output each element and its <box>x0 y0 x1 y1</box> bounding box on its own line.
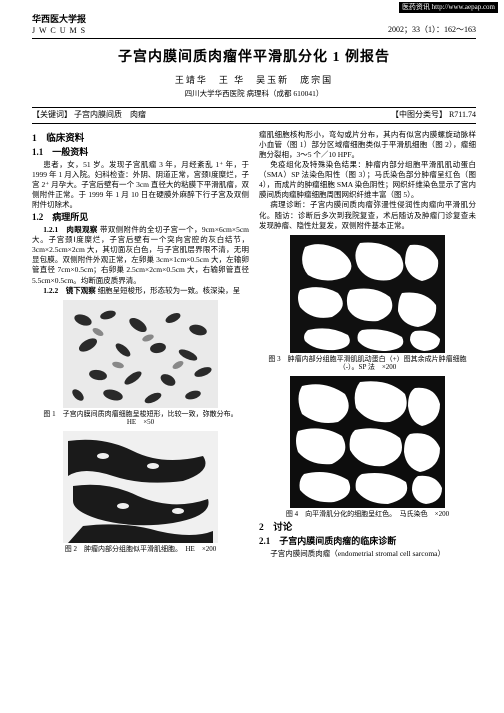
left-column: 1 临床资料 1.1 一般资料 患者，女，51 岁。发现子宫肌瘤 3 年，月经紊… <box>32 130 249 560</box>
page: 华西医大学报 J W C U M S 2002；33（1）：162～163 子宫… <box>0 0 504 569</box>
fig1-cap-l2: HE ×50 <box>32 418 249 426</box>
section-2: 2 讨论 <box>259 522 476 534</box>
para-1-2-2-text: 细胞呈短梭形，形态较为一致。核深染，呈 <box>98 286 241 295</box>
para-1-1: 患者，女，51 岁。发现子宫肌瘤 3 年，月经紊乱 1⁺ 年，于 1999 年 … <box>32 160 249 211</box>
fig3-cap-l2: （-）。SP 法 ×200 <box>259 363 476 371</box>
section-1-2-1: 1.2.1 肉眼观察 <box>43 225 98 234</box>
figure-2-caption: 图 2 肿瘤内部分组胞似平滑肌细胞。 HE ×200 <box>32 545 249 553</box>
issue-info: 2002；33（1）：162～163 <box>388 25 476 35</box>
header: 华西医大学报 J W C U M S 2002；33（1）：162～163 <box>32 14 476 39</box>
journal-name-cn: 华西医大学报 <box>32 14 86 24</box>
meta-row: 【关键词】 子宫内膜间质 肉瘤 【中图分类号】 R711.74 <box>32 107 476 123</box>
classification: 【中图分类号】 R711.74 <box>391 110 476 120</box>
para-r1: 瘤肌细胞核构形小，弯勾或片分布，其内有似宫内膜螺旋动脉样小血管（图 1）部分区域… <box>259 130 476 160</box>
figure-3-image <box>290 235 445 353</box>
figure-2-image <box>63 431 218 543</box>
section-1-1: 1.1 一般资料 <box>32 147 249 159</box>
keywords-label: 【关键词】 <box>32 110 72 119</box>
fig2-cap-l1: 图 2 肿瘤内部分组胞似平滑肌细胞。 HE ×200 <box>65 545 217 553</box>
keywords: 【关键词】 子宫内膜间质 肉瘤 <box>32 110 146 120</box>
journal-name-en: J W C U M S <box>32 26 86 35</box>
authors: 王靖华 王 华 吴玉新 庞宗国 <box>32 75 476 87</box>
figure-2: 图 2 肿瘤内部分组胞似平滑肌细胞。 HE ×200 <box>32 431 249 553</box>
fig4-cap-l1: 图 4 向平滑肌分化的细胞呈红色。 马氏染色 ×200 <box>286 510 449 518</box>
keywords-text: 子宫内膜间质 肉瘤 <box>74 110 146 119</box>
figure-4-image <box>290 376 445 508</box>
figure-3: 图 3 肿瘤内部分组胞平滑肌肌动蛋白（+）图其余成片肿瘤细胞 （-）。SP 法 … <box>259 235 476 372</box>
watermark: 医药资讯 http://www.aepap.com <box>399 2 498 13</box>
para-r3: 病理诊断：子宫内膜间质肉瘤弥漫性侵润性肉瘤向平滑肌分化。随访：诊断后多次到我院复… <box>259 200 476 230</box>
para-1-2-1: 1.2.1 肉眼观察 带双侧附件的全切子宫一个，9cm×6cm×5cm 大。子宫… <box>32 225 249 286</box>
section-1: 1 临床资料 <box>32 133 249 145</box>
figure-4-caption: 图 4 向平滑肌分化的细胞呈红色。 马氏染色 ×200 <box>259 510 476 518</box>
figure-4: 图 4 向平滑肌分化的细胞呈红色。 马氏染色 ×200 <box>259 376 476 518</box>
columns: 1 临床资料 1.1 一般资料 患者，女，51 岁。发现子宫肌瘤 3 年，月经紊… <box>32 130 476 560</box>
figure-3-caption: 图 3 肿瘤内部分组胞平滑肌肌动蛋白（+）图其余成片肿瘤细胞 （-）。SP 法 … <box>259 355 476 372</box>
section-2-1: 2.1 子宫内膜间质肉瘤的临床诊断 <box>259 536 476 548</box>
para-2-1: 子宫内膜间质肉瘤（endometrial stromal cell sarcom… <box>259 549 476 559</box>
article-title: 子宫内膜间质肉瘤伴平滑肌分化 1 例报告 <box>32 49 476 67</box>
fig3-cap-l1: 图 3 肿瘤内部分组胞平滑肌肌动蛋白（+）图其余成片肿瘤细胞 <box>268 355 466 363</box>
figure-1: 图 1 子宫内膜间质肉瘤细胞呈梭短形，比较一致，弥散分布。 HE ×50 <box>32 300 249 427</box>
class-no: R711.74 <box>449 110 476 119</box>
affiliation: 四川大学华西医院 病理科（成都 610041） <box>32 89 476 99</box>
journal-name: 华西医大学报 J W C U M S <box>32 14 86 36</box>
class-label: 【中图分类号】 <box>391 110 447 119</box>
fig1-cap-l1: 图 1 子宫内膜间质肉瘤细胞呈梭短形，比较一致，弥散分布。 <box>43 410 237 418</box>
section-1-2: 1.2 病理所见 <box>32 212 249 224</box>
para-1-2-2: 1.2.2 镜下观察 细胞呈短梭形，形态较为一致。核深染，呈 <box>32 286 249 296</box>
figure-1-image <box>63 300 218 408</box>
figure-1-caption: 图 1 子宫内膜间质肉瘤细胞呈梭短形，比较一致，弥散分布。 HE ×50 <box>32 410 249 427</box>
para-r2: 免疫组化及特殊染色结果：肿瘤内部分组胞平滑肌肌动蛋白（SMA）SP 法染色阳性（… <box>259 160 476 201</box>
section-1-2-2: 1.2.2 镜下观察 <box>43 286 96 295</box>
right-column: 瘤肌细胞核构形小，弯勾或片分布，其内有似宫内膜螺旋动脉样小血管（图 1）部分区域… <box>259 130 476 560</box>
